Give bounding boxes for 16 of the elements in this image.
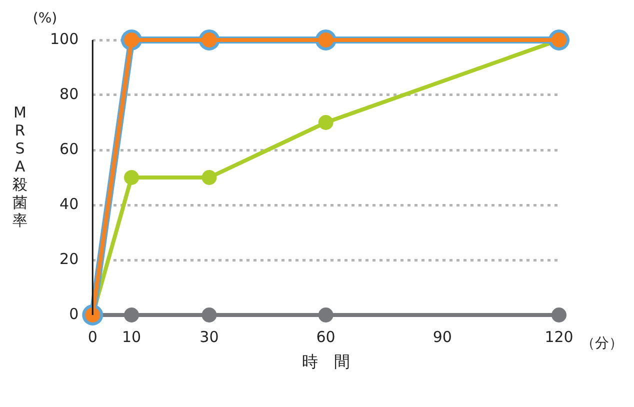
x-axis-title: 時 間 (302, 352, 350, 372)
x-tick-label: 0 (88, 328, 98, 346)
y-axis-title: MRSA殺菌率 (12, 103, 28, 230)
x-tick-label: 120 (544, 328, 574, 346)
y-tick-label: 40 (60, 194, 79, 213)
text: (%) (32, 10, 58, 27)
text: （分） (581, 336, 623, 352)
x-tick-label: 30 (200, 328, 219, 346)
y-tick-label: 100 (50, 30, 79, 48)
x-tick-label: 10 (122, 328, 142, 346)
x-tick-label: 60 (316, 328, 336, 346)
y-tick-label: 0 (69, 304, 79, 323)
y-tick-label: 20 (60, 250, 79, 268)
y-tick-label: 80 (60, 84, 79, 103)
x-tick-label: 90 (432, 328, 452, 346)
y-tick-label: 60 (60, 140, 79, 158)
